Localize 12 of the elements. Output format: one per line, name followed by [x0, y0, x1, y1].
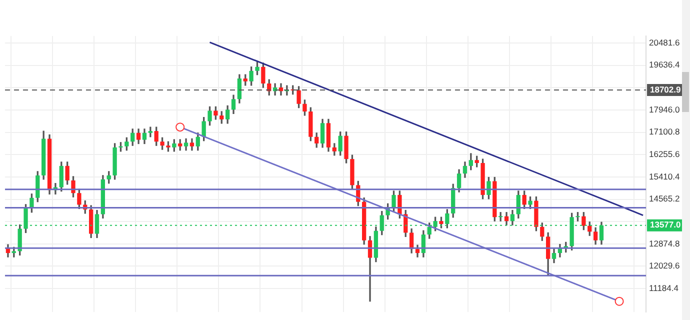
- y-tick-label: 15410.4: [649, 171, 680, 182]
- y-tick-label: 17100.8: [649, 126, 680, 137]
- y-tick-label: 17946.0: [649, 104, 680, 114]
- y-tick-label: 14565.2: [649, 194, 680, 204]
- y-tick-label: 11184.4: [649, 282, 679, 293]
- y-tick-label: 12874.8: [649, 238, 680, 248]
- y-tick-label: 16255.6: [649, 149, 680, 160]
- y-tick-label: 12029.6: [649, 260, 680, 271]
- y-tick-label: 19636.4: [649, 60, 680, 70]
- y-tick-label: 20481.6: [649, 37, 680, 48]
- ref-line-label: 18702.9: [650, 84, 681, 94]
- ref-line-label: 13577.0: [650, 220, 681, 230]
